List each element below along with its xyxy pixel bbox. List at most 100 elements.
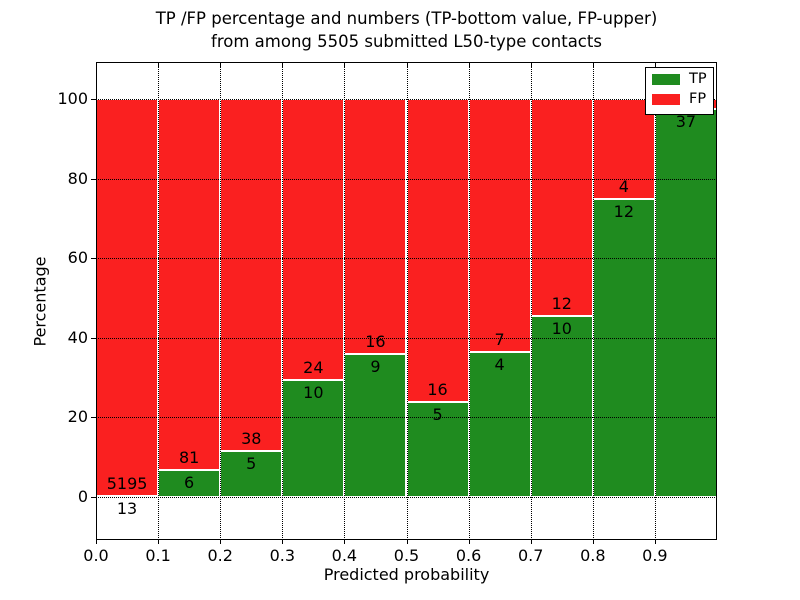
x-tick-label: 0.9 — [642, 546, 668, 565]
bar-tp-segment — [654, 109, 717, 497]
x-tick-mark — [530, 540, 532, 544]
y-tick-label: 40 — [67, 327, 88, 347]
gridline — [96, 99, 717, 100]
chart-title-line2: from among 5505 submitted L50-type conta… — [211, 32, 602, 51]
x-tick-mark — [96, 540, 97, 544]
x-tick-label: 0.2 — [207, 546, 233, 565]
gridline — [592, 62, 594, 540]
bar-fp-segment — [96, 99, 159, 496]
y-tick-label: 20 — [67, 407, 88, 427]
x-tick-mark-top — [654, 63, 656, 67]
gridline — [158, 62, 160, 540]
gridline — [406, 62, 408, 540]
x-tick-mark — [654, 540, 656, 544]
chart-title-line1: TP /FP percentage and numbers (TP-bottom… — [155, 9, 658, 28]
x-tick-mark — [592, 540, 594, 544]
x-tick-mark-top — [96, 63, 97, 67]
bar-fp-segment — [282, 99, 345, 380]
x-tick-mark-top — [406, 63, 408, 67]
x-tick-label: 0.6 — [455, 546, 482, 565]
bar-fp-segment — [220, 99, 283, 451]
x-tick-mark — [220, 540, 222, 544]
bar-tp-count-label: 9 — [370, 356, 381, 376]
bar-tp-count-label: 10 — [303, 382, 324, 402]
bar-tp-segment — [468, 352, 531, 497]
bar-tp-count-label: 12 — [613, 201, 635, 221]
x-tick-mark-top — [158, 63, 160, 67]
x-tick-label: 0.5 — [393, 546, 420, 565]
tp-color-swatch — [652, 74, 680, 85]
bar-fp-count-label: 7 — [494, 330, 505, 350]
x-tick-mark-top — [220, 63, 222, 67]
y-tick-mark — [91, 337, 96, 339]
x-tick-label: 0.0 — [83, 546, 109, 565]
bar-fp-count-label: 5195 — [106, 474, 148, 494]
x-tick-mark-top — [592, 63, 594, 67]
x-tick-mark-top — [530, 63, 532, 67]
bar-fp-segment — [406, 99, 469, 403]
bar-fp-segment — [158, 99, 221, 470]
y-tick-mark — [91, 417, 96, 419]
x-tick-label: 0.7 — [517, 546, 544, 565]
gridline — [96, 337, 717, 339]
gridline — [96, 497, 717, 499]
gridline — [654, 62, 656, 540]
y-tick-label: 80 — [67, 168, 88, 188]
gridline — [344, 62, 346, 540]
bar-tp-count-label: 10 — [551, 319, 572, 339]
bar-fp-segment — [530, 99, 593, 317]
bar-fp-segment — [344, 99, 407, 354]
x-tick-mark-top — [344, 63, 346, 67]
x-tick-mark — [406, 540, 408, 544]
legend-label-fp: FP — [689, 91, 707, 107]
gridline — [220, 62, 222, 540]
gridline — [468, 62, 470, 540]
x-tick-mark — [158, 540, 160, 544]
legend-entry-tp: TP — [652, 72, 707, 87]
gridline — [530, 62, 532, 540]
bar-tp-segment — [282, 379, 345, 497]
y-tick-label: 0 — [77, 487, 88, 507]
bar-fp-count-label: 38 — [241, 428, 262, 448]
bar-fp-segment — [468, 99, 531, 353]
y-tick-mark — [91, 178, 96, 180]
gridline — [96, 417, 717, 419]
y-tick-label: 100 — [57, 89, 88, 108]
gridline — [96, 62, 97, 540]
x-tick-mark-top — [282, 63, 284, 67]
bar-tp-count-label: 4 — [494, 355, 505, 375]
bar-tp-count-label: 5 — [246, 453, 257, 473]
x-tick-label: 0.4 — [331, 546, 358, 565]
plot-area: 5195 13 81 6 38 5 24 10 16 9 16 5 7 4 12 10 4 12 37 — [96, 62, 717, 540]
legend-label-tp: TP — [689, 71, 707, 87]
legend-entry-fp: FP — [652, 92, 707, 107]
x-tick-label: 0.1 — [145, 546, 171, 565]
bar-fp-count-label: 81 — [178, 447, 200, 467]
gridline — [96, 258, 717, 260]
y-tick-mark — [91, 258, 96, 260]
bar-tp-count-label: 13 — [116, 499, 138, 519]
x-tick-mark — [468, 540, 470, 544]
y-axis-label: Percentage — [30, 255, 50, 347]
fp-color-swatch — [652, 94, 680, 105]
x-axis-label: Predicted probability — [323, 565, 490, 584]
bar-fp-count-label: 4 — [618, 176, 629, 196]
bar-fp-segment — [592, 99, 655, 199]
y-tick-mark — [91, 99, 96, 100]
y-tick-mark — [91, 497, 96, 499]
y-tick-label: 60 — [67, 248, 88, 268]
bar-fp-count-label: 16 — [365, 331, 386, 351]
gridline — [96, 178, 717, 180]
bar-fp-count-label: 24 — [303, 357, 324, 377]
bar-fp-count-label: 16 — [427, 380, 448, 400]
bar-tp-count-label: 37 — [675, 112, 697, 132]
gridline — [282, 62, 284, 540]
legend: TP FP — [645, 67, 714, 115]
x-tick-mark — [282, 540, 284, 544]
bar-tp-count-label: 5 — [432, 405, 443, 425]
x-tick-mark-top — [468, 63, 470, 67]
x-tick-label: 0.8 — [580, 546, 606, 565]
bar-tp-segment — [530, 316, 593, 497]
bar-tp-segment — [158, 469, 221, 497]
